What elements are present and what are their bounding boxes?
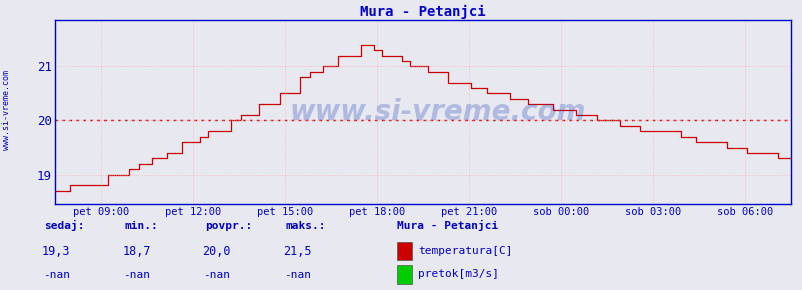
Text: 20,0: 20,0 [202, 245, 231, 258]
Text: temperatura[C]: temperatura[C] [418, 246, 512, 256]
Text: -nan: -nan [283, 270, 310, 280]
Text: pretok[m3/s]: pretok[m3/s] [418, 269, 499, 279]
Title: Mura - Petanjci: Mura - Petanjci [359, 5, 485, 19]
Text: www.si-vreme.com: www.si-vreme.com [2, 70, 11, 150]
Text: www.si-vreme.com: www.si-vreme.com [289, 98, 585, 126]
Text: sedaj:: sedaj: [44, 220, 84, 231]
Text: Mura - Petanjci: Mura - Petanjci [397, 220, 498, 231]
Text: maks.:: maks.: [285, 221, 325, 231]
Text: povpr.:: povpr.: [205, 221, 252, 231]
Text: 19,3: 19,3 [42, 245, 71, 258]
Text: -nan: -nan [203, 270, 230, 280]
Text: -nan: -nan [43, 270, 70, 280]
Text: 21,5: 21,5 [282, 245, 311, 258]
Text: 18,7: 18,7 [122, 245, 151, 258]
Text: -nan: -nan [123, 270, 150, 280]
Text: min.:: min.: [124, 221, 158, 231]
